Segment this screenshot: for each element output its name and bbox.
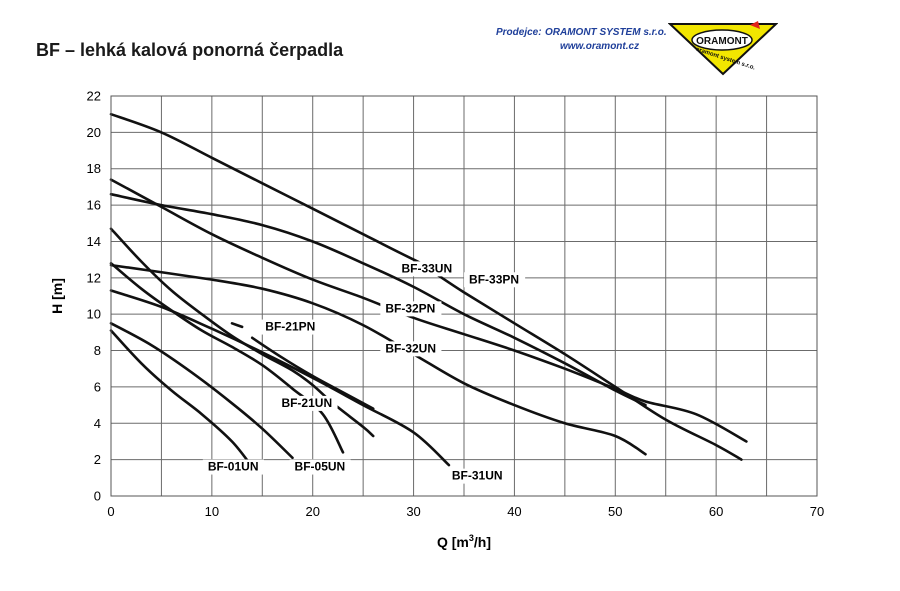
curve-label-bf-32pn: BF-32PN [385,301,435,315]
curve-label-bg [464,272,526,288]
curve-bf-33un [109,192,647,407]
logo-ellipse [691,29,753,51]
curve-label-bg [202,459,264,475]
curve-bf-21pn [109,227,375,438]
curve-bf-01un [109,329,254,469]
y-tick-label: 0 [94,489,101,504]
dealer-name[interactable]: ORAMONT SYSTEM s.r.o. [545,27,667,38]
curve-label-bg [380,341,442,357]
logo-flag [750,21,760,29]
curve-label-bg [446,468,508,484]
x-tick-label: 10 [205,504,219,519]
curve-bf-32pn [109,178,748,443]
curve-segment [230,322,244,329]
x-tick-label: 0 [107,504,114,519]
curve-label-bg [260,319,322,335]
curve-label-bf-21un: BF-21UN [281,396,332,410]
x-tick-label: 50 [608,504,622,519]
x-axis-title: Q [m3/h] [437,533,491,550]
curve-bf-21un [109,262,345,454]
curve-bf-31pn [432,271,743,461]
x-tick-label: 60 [709,504,723,519]
y-tick-label: 18 [87,161,101,176]
curve-label-bf-32un: BF-32UN [385,341,436,355]
y-tick-label: 2 [94,452,101,467]
y-tick-label: 8 [94,343,101,358]
curve-label-bf-21pn: BF-21PN [265,320,315,334]
y-axis-title: H [m] [49,278,65,314]
curve-labels: BF-33UN BF-33PN BF-32PN BF-32UN BF-21PN BF-21… [202,261,526,484]
oramont-logo: ORAMONT oramont system s.r.o. [668,21,778,76]
page-title: BF – lehká kalová ponorná čerpadla [36,40,344,60]
logo-text: ORAMONT [696,36,748,47]
plot-frame [110,95,818,497]
curve-label-bg [289,459,351,475]
x-tick-label: 70 [810,504,824,519]
x-tick-label: 20 [305,504,319,519]
y-tick-label: 16 [87,198,101,213]
curve-label-bf-33un: BF-33UN [401,261,452,275]
curve-segment [250,336,375,410]
y-tick-label: 12 [87,270,101,285]
x-tick-label: 30 [406,504,420,519]
grid [110,95,818,497]
curves [109,112,748,469]
dealer-label: Prodejce: [496,27,542,38]
y-tick-label: 10 [87,307,101,322]
curve-label-bf-33pn: BF-33PN [469,272,519,286]
tick-labels: 0 10 20 30 40 50 60 70 0 2 4 6 8 10 12 14 16 18 20 22 [87,89,825,520]
y-tick-label: 22 [87,89,101,104]
x-tick-label: 40 [507,504,521,519]
curve-bf-05un [109,322,294,460]
curve-label-bg [276,395,338,411]
curve-bf-33pn [109,112,446,276]
y-tick-label: 20 [87,125,101,140]
curve-label-bf-05un: BF-05UN [295,460,346,474]
curve-label-bf-01un: BF-01UN [208,460,259,474]
dealer-website-link[interactable]: www.oramont.cz [560,41,640,52]
curve-label-bf-31un: BF-31UN [452,469,503,483]
curve-bf-31un [109,289,451,467]
y-tick-label: 4 [94,416,101,431]
y-tick-label: 14 [87,234,101,249]
y-tick-label: 6 [94,379,101,394]
curve-label-bg [380,301,442,317]
curve-label-bg [396,261,458,277]
